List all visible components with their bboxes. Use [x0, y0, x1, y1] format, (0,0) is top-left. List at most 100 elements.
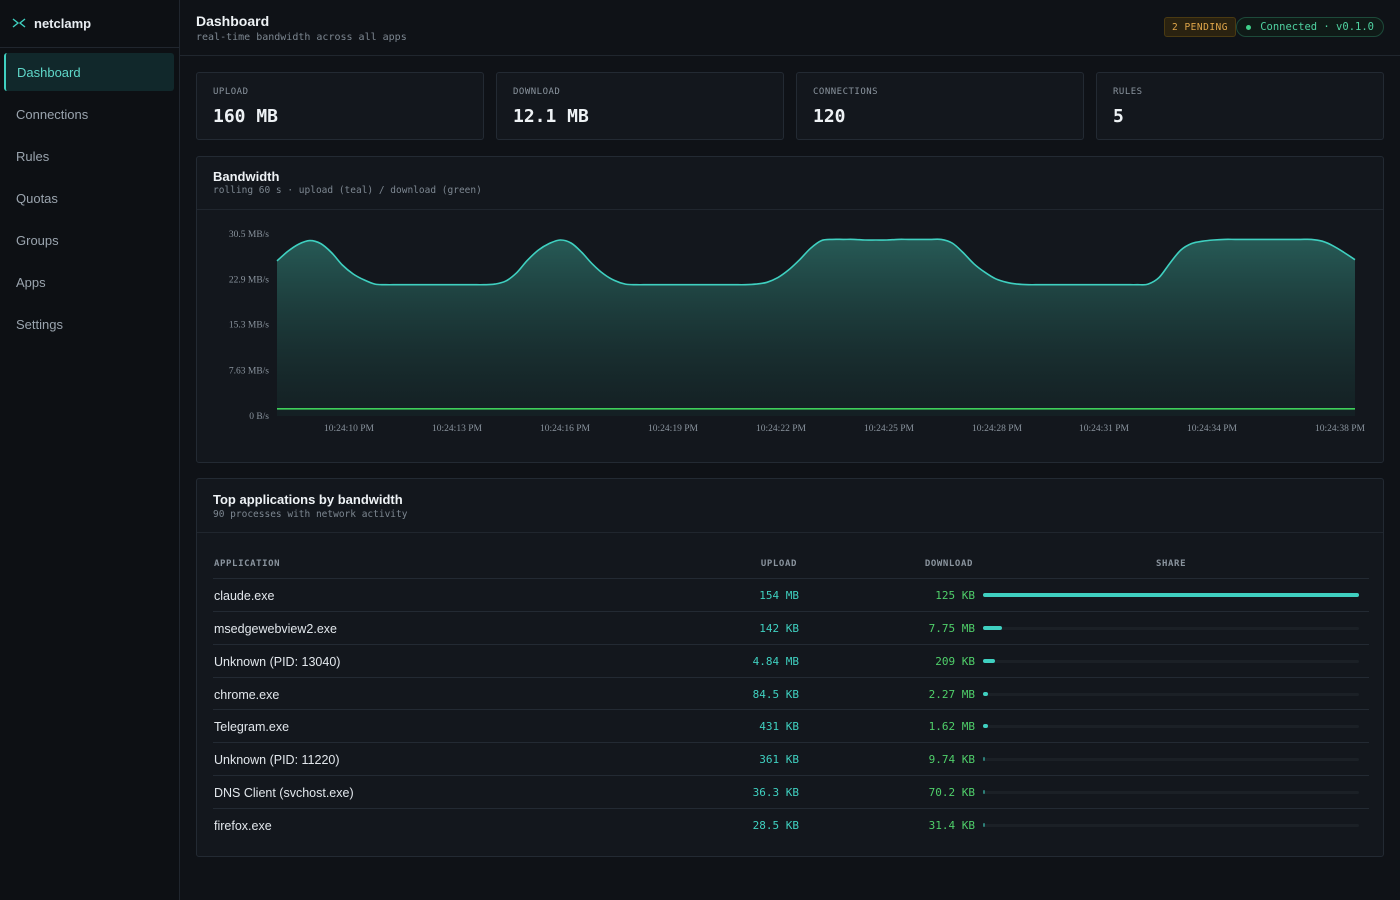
column-header-upload[interactable]: UPLOAD [760, 559, 797, 569]
nav-item-groups[interactable]: Groups [16, 232, 59, 248]
bandwidth-title: Bandwidth [213, 169, 280, 184]
nav-item-connections[interactable]: Connections [16, 106, 89, 122]
share-bar [983, 593, 1359, 597]
header: Dashboard real-time bandwidth across all… [180, 0, 1400, 56]
app-upload: 431 KB [759, 720, 799, 734]
stat-value: 12.1 MB [513, 106, 589, 127]
sidebar: netclamp Dashboard Connections Rules Quo… [0, 0, 180, 900]
app-download: 9.74 KB [928, 753, 975, 767]
table-row[interactable]: Unknown (PID: 11220) 361 KB 9.74 KB [213, 742, 1369, 775]
share-bar [983, 757, 1359, 762]
stat-value: 120 [813, 106, 846, 127]
connection-label: Connected · v0.1.0 [1260, 21, 1374, 33]
nav: Dashboard Connections Rules Quotas Group… [0, 53, 179, 343]
share-bar-fill [983, 658, 996, 663]
stat-value: 160 MB [213, 106, 279, 127]
table-row[interactable]: chrome.exe 84.5 KB 2.27 MB [213, 676, 1369, 710]
stat-label: UPLOAD [213, 87, 249, 97]
share-bar-fill [983, 593, 1359, 597]
stat-value: 5 [1113, 106, 1124, 127]
share-bar-fill [983, 691, 989, 696]
nav-item-quotas[interactable]: Quotas [16, 190, 58, 206]
divider [197, 532, 1383, 533]
share-bar-fill [983, 757, 985, 762]
share-bar-fill [983, 790, 985, 795]
x-tick-label: 10:24:34 PM [1187, 424, 1237, 434]
app-upload: 84.5 KB [752, 687, 799, 701]
app-name: claude.exe [214, 589, 275, 603]
x-tick-label: 10:24:16 PM [540, 424, 590, 434]
page-title: Dashboard [196, 13, 270, 29]
column-header-share[interactable]: SHARE [1156, 559, 1187, 569]
app-name: DNS Client (svchost.exe) [214, 786, 354, 801]
bandwidth-chart: 0 B/s 7.63 MB/s 15.3 MB/s 22.9 MB/s 30.5 MB/… [229, 230, 1366, 434]
app-upload: 36.3 KB [752, 786, 799, 800]
app-download: 209 KB [935, 654, 975, 668]
app-upload: 4.84 MB [752, 654, 799, 668]
status-dot-icon [1246, 24, 1252, 30]
nav-item-rules[interactable]: Rules [16, 148, 50, 164]
table-row[interactable]: Unknown (PID: 13040) 4.84 MB 209 KB [213, 643, 1369, 677]
app-download: 7.75 MB [928, 621, 975, 635]
link-icon [12, 17, 34, 31]
bandwidth-card: Bandwidth rolling 60 s · upload (teal) /… [196, 156, 1384, 463]
x-tick-label: 10:24:28 PM [972, 424, 1022, 434]
y-tick-label: 7.63 MB/s [229, 366, 269, 376]
column-header-application[interactable]: APPLICATION [214, 559, 281, 569]
stat-card-upload: UPLOAD 160 MB [196, 72, 484, 140]
app-upload: 28.5 KB [752, 818, 799, 832]
share-bar [983, 790, 1359, 795]
share-bar-fill [983, 625, 1002, 630]
app-name: msedgewebview2.exe [214, 621, 337, 636]
table-row[interactable]: msedgewebview2.exe 142 KB 7.75 MB [213, 610, 1369, 644]
x-tick-label: 10:24:25 PM [864, 424, 914, 434]
app-upload: 154 MB [759, 589, 799, 602]
y-tick-label: 15.3 MB/s [229, 321, 269, 331]
x-tick-label: 10:24:19 PM [648, 424, 698, 434]
apps-title: Top applications by bandwidth [213, 492, 403, 507]
x-tick-label: 10:24:31 PM [1079, 424, 1129, 434]
x-tick-label: 10:24:10 PM [324, 424, 374, 434]
table-row[interactable]: firefox.exe 28.5 KB 31.4 KB [213, 807, 1369, 841]
app-download: 125 KB [935, 589, 975, 602]
nav-item-apps[interactable]: Apps [16, 274, 46, 290]
connection-status[interactable]: Connected · v0.1.0 [1236, 17, 1384, 37]
app-name: Unknown (PID: 11220) [214, 753, 340, 768]
nav-item-dashboard[interactable]: Dashboard [4, 53, 174, 91]
share-bar-fill [983, 822, 985, 827]
column-header-download[interactable]: DOWNLOAD [924, 559, 973, 569]
y-tick-label: 0 B/s [249, 412, 269, 422]
page-subtitle: real-time bandwidth across all apps [196, 32, 407, 43]
brand-name: netclamp [34, 16, 92, 31]
table-row[interactable]: claude.exe 154 MB 125 KB [213, 578, 1369, 611]
share-bar [983, 625, 1359, 630]
app-download: 31.4 KB [928, 818, 975, 832]
y-tick-label: 22.9 MB/s [229, 275, 269, 285]
app-name: chrome.exe [214, 687, 280, 702]
stat-card-download: DOWNLOAD 12.1 MB [496, 72, 784, 140]
share-bar-fill [983, 724, 988, 729]
y-tick-label: 30.5 MB/s [229, 230, 269, 240]
apps-subtitle: 90 processes with network activity [213, 509, 408, 520]
stat-card-rules: RULES 5 [1096, 72, 1384, 140]
stat-label: CONNECTIONS [813, 87, 879, 97]
app-download: 2.27 MB [928, 687, 975, 701]
stat-card-connections: CONNECTIONS 120 [796, 72, 1084, 140]
upload-area [277, 239, 1355, 416]
bandwidth-subtitle: rolling 60 s · upload (teal) / download … [213, 185, 482, 196]
app-name: Telegram.exe [214, 720, 290, 735]
x-tick-label: 10:24:22 PM [756, 424, 806, 434]
table-row[interactable]: DNS Client (svchost.exe) 36.3 KB 70.2 KB [213, 775, 1369, 808]
x-tick-label: 10:24:13 PM [432, 424, 482, 434]
app-download: 1.62 MB [928, 720, 975, 734]
brand[interactable]: netclamp [0, 0, 179, 48]
nav-item-settings[interactable]: Settings [16, 316, 63, 332]
share-bar [983, 724, 1359, 729]
table-row[interactable]: Telegram.exe 431 KB 1.62 MB [213, 709, 1369, 742]
stat-label: DOWNLOAD [513, 87, 561, 97]
app-name: firefox.exe [214, 818, 272, 833]
pending-badge[interactable]: 2 PENDING [1164, 17, 1236, 37]
x-tick-label: 10:24:38 PM [1315, 424, 1365, 434]
apps-card: Top applications by bandwidth 90 process… [196, 478, 1384, 857]
app-upload: 142 KB [759, 621, 799, 635]
